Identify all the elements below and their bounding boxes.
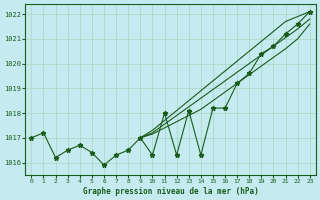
X-axis label: Graphe pression niveau de la mer (hPa): Graphe pression niveau de la mer (hPa) xyxy=(83,187,259,196)
